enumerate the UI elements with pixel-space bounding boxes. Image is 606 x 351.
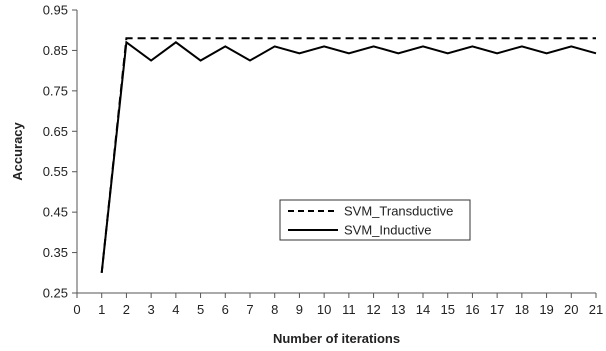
y-tick-label: 0.55 <box>43 164 68 179</box>
x-tick-label: 8 <box>271 302 278 317</box>
x-tick-label: 18 <box>515 302 529 317</box>
x-tick-label: 21 <box>589 302 603 317</box>
x-tick-label: 10 <box>317 302 331 317</box>
x-tick-label: 16 <box>465 302 479 317</box>
x-tick-label: 9 <box>296 302 303 317</box>
x-tick-label: 14 <box>416 302 430 317</box>
x-tick-label: 6 <box>222 302 229 317</box>
series-layer <box>100 37 597 273</box>
x-tick-label: 15 <box>440 302 454 317</box>
x-tick-label: 4 <box>172 302 179 317</box>
series-line-svm-inductive <box>100 40 597 273</box>
series-line-svm-transductive <box>100 37 596 273</box>
x-axis-ticks: 0 1 2 3 4 5 6 7 8 9 10 11 12 13 14 15 16 17 18 19 20 21 <box>73 293 603 317</box>
y-tick-label: 0.45 <box>43 205 68 220</box>
x-tick-label: 7 <box>246 302 253 317</box>
y-tick-label: 0.25 <box>43 286 68 301</box>
y-tick-label: 0.95 <box>43 3 68 18</box>
x-tick-label: 11 <box>342 302 356 317</box>
legend: SVM_Transductive SVM_Inductive <box>279 199 471 241</box>
y-tick-label: 0.35 <box>43 245 68 260</box>
x-tick-label: 19 <box>539 302 553 317</box>
x-tick-label: 12 <box>366 302 380 317</box>
y-axis-ticks: 0.25 0.35 0.45 0.55 0.65 0.75 0.85 0.95 <box>43 3 77 301</box>
x-tick-label: 0 <box>73 302 80 317</box>
x-tick-label: 17 <box>490 302 504 317</box>
y-tick-label: 0.85 <box>43 43 68 58</box>
legend-box <box>279 199 471 241</box>
x-tick-label: 1 <box>98 302 105 317</box>
y-axis-title: Accuracy <box>10 121 25 180</box>
x-tick-label: 5 <box>197 302 204 317</box>
x-axis-title: Number of iterations <box>273 331 400 346</box>
legend-label-transductive: SVM_Transductive <box>344 204 453 219</box>
legend-label-inductive: SVM_Inductive <box>344 223 431 238</box>
x-tick-label: 13 <box>391 302 405 317</box>
x-tick-label: 3 <box>148 302 155 317</box>
y-tick-label: 0.65 <box>43 124 68 139</box>
x-tick-label: 2 <box>123 302 130 317</box>
x-tick-label: 20 <box>564 302 578 317</box>
y-tick-label: 0.75 <box>43 83 68 98</box>
